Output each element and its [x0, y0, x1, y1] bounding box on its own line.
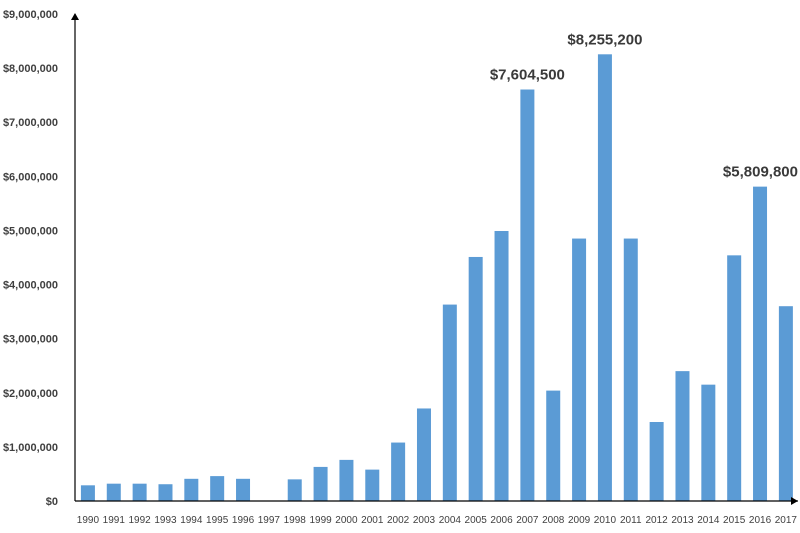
x-tick-label: 2004 — [439, 515, 462, 526]
y-tick-label: $6,000,000 — [3, 171, 58, 183]
bar-2016 — [753, 186, 768, 501]
bar-2015 — [727, 255, 742, 501]
x-tick-label: 1990 — [77, 515, 100, 526]
x-tick-label: 2015 — [723, 515, 746, 526]
x-axis-ticks: 1990 1991 1992 1993 1994 1995 1996 1997 1998 1999… — [77, 515, 798, 526]
x-tick-label: 1995 — [206, 515, 229, 526]
bar-2001 — [365, 469, 380, 501]
x-tick-label: 2013 — [671, 515, 694, 526]
bar-2017 — [778, 306, 793, 501]
bar-1998 — [287, 479, 302, 501]
x-tick-label: 1992 — [129, 515, 152, 526]
y-tick-label: $4,000,000 — [3, 280, 58, 292]
x-tick-label: 2017 — [775, 515, 798, 526]
bar-2011 — [623, 238, 638, 501]
bar-2004 — [442, 304, 457, 501]
x-tick-label: 2016 — [749, 515, 772, 526]
bar-2012 — [649, 422, 664, 501]
y-axis-ticks: $0 $1,000,000 $2,000,000 $3,000,000 $4,000,0… — [3, 9, 58, 508]
bar-1991 — [106, 483, 121, 501]
x-tick-label: 1997 — [258, 515, 281, 526]
bar-1996 — [236, 478, 251, 501]
x-tick-label: 1991 — [103, 515, 126, 526]
x-tick-label: 2001 — [361, 515, 384, 526]
x-tick-label: 2010 — [594, 515, 617, 526]
y-tick-label: $5,000,000 — [3, 225, 58, 237]
y-tick-label: $8,000,000 — [3, 63, 58, 75]
data-label-2007: $7,604,500 — [490, 67, 565, 84]
data-label-2016: $5,809,800 — [723, 164, 798, 181]
x-tick-label: 2011 — [620, 515, 642, 526]
y-tick-label: $0 — [46, 496, 58, 508]
x-tick-label: 2000 — [335, 515, 358, 526]
bar-2009 — [572, 238, 587, 501]
bar-1993 — [158, 484, 173, 501]
x-tick-label: 2005 — [465, 515, 488, 526]
bar-2002 — [391, 442, 406, 501]
bars-group — [80, 54, 793, 502]
bar-2006 — [494, 230, 509, 502]
bar-1990 — [80, 485, 95, 501]
y-tick-label: $3,000,000 — [3, 334, 58, 346]
bar-2014 — [701, 384, 716, 501]
bar-2003 — [416, 408, 431, 501]
y-tick-label: $7,000,000 — [3, 117, 58, 129]
y-tick-label: $9,000,000 — [3, 9, 58, 21]
bar-2008 — [546, 390, 561, 501]
bar-1992 — [132, 483, 147, 501]
bar-2013 — [675, 371, 690, 501]
x-tick-label: 2002 — [387, 515, 410, 526]
y-tick-label: $1,000,000 — [3, 442, 58, 454]
x-tick-label: 2014 — [697, 515, 720, 526]
data-label-2010: $8,255,200 — [567, 31, 642, 48]
x-tick-label: 2012 — [646, 515, 669, 526]
x-tick-label: 2009 — [568, 515, 591, 526]
bar-2000 — [339, 459, 354, 501]
x-tick-label: 2007 — [516, 515, 539, 526]
bar-1994 — [184, 478, 199, 501]
x-tick-label: 1998 — [284, 515, 307, 526]
x-tick-label: 2003 — [413, 515, 436, 526]
x-tick-label: 2006 — [490, 515, 513, 526]
bar-1999 — [313, 466, 328, 501]
x-tick-label: 1993 — [154, 515, 177, 526]
bar-2007 — [520, 89, 535, 501]
bar-2010 — [597, 54, 612, 502]
bar-2005 — [468, 256, 483, 501]
y-tick-label: $2,000,000 — [3, 388, 58, 400]
data-labels: $7,604,500 $8,255,200 $5,809,800 — [490, 31, 798, 180]
x-tick-label: 1994 — [180, 515, 203, 526]
x-tick-label: 1996 — [232, 515, 255, 526]
x-tick-label: 2008 — [542, 515, 565, 526]
bar-1995 — [210, 476, 225, 501]
x-tick-label: 1999 — [309, 515, 332, 526]
